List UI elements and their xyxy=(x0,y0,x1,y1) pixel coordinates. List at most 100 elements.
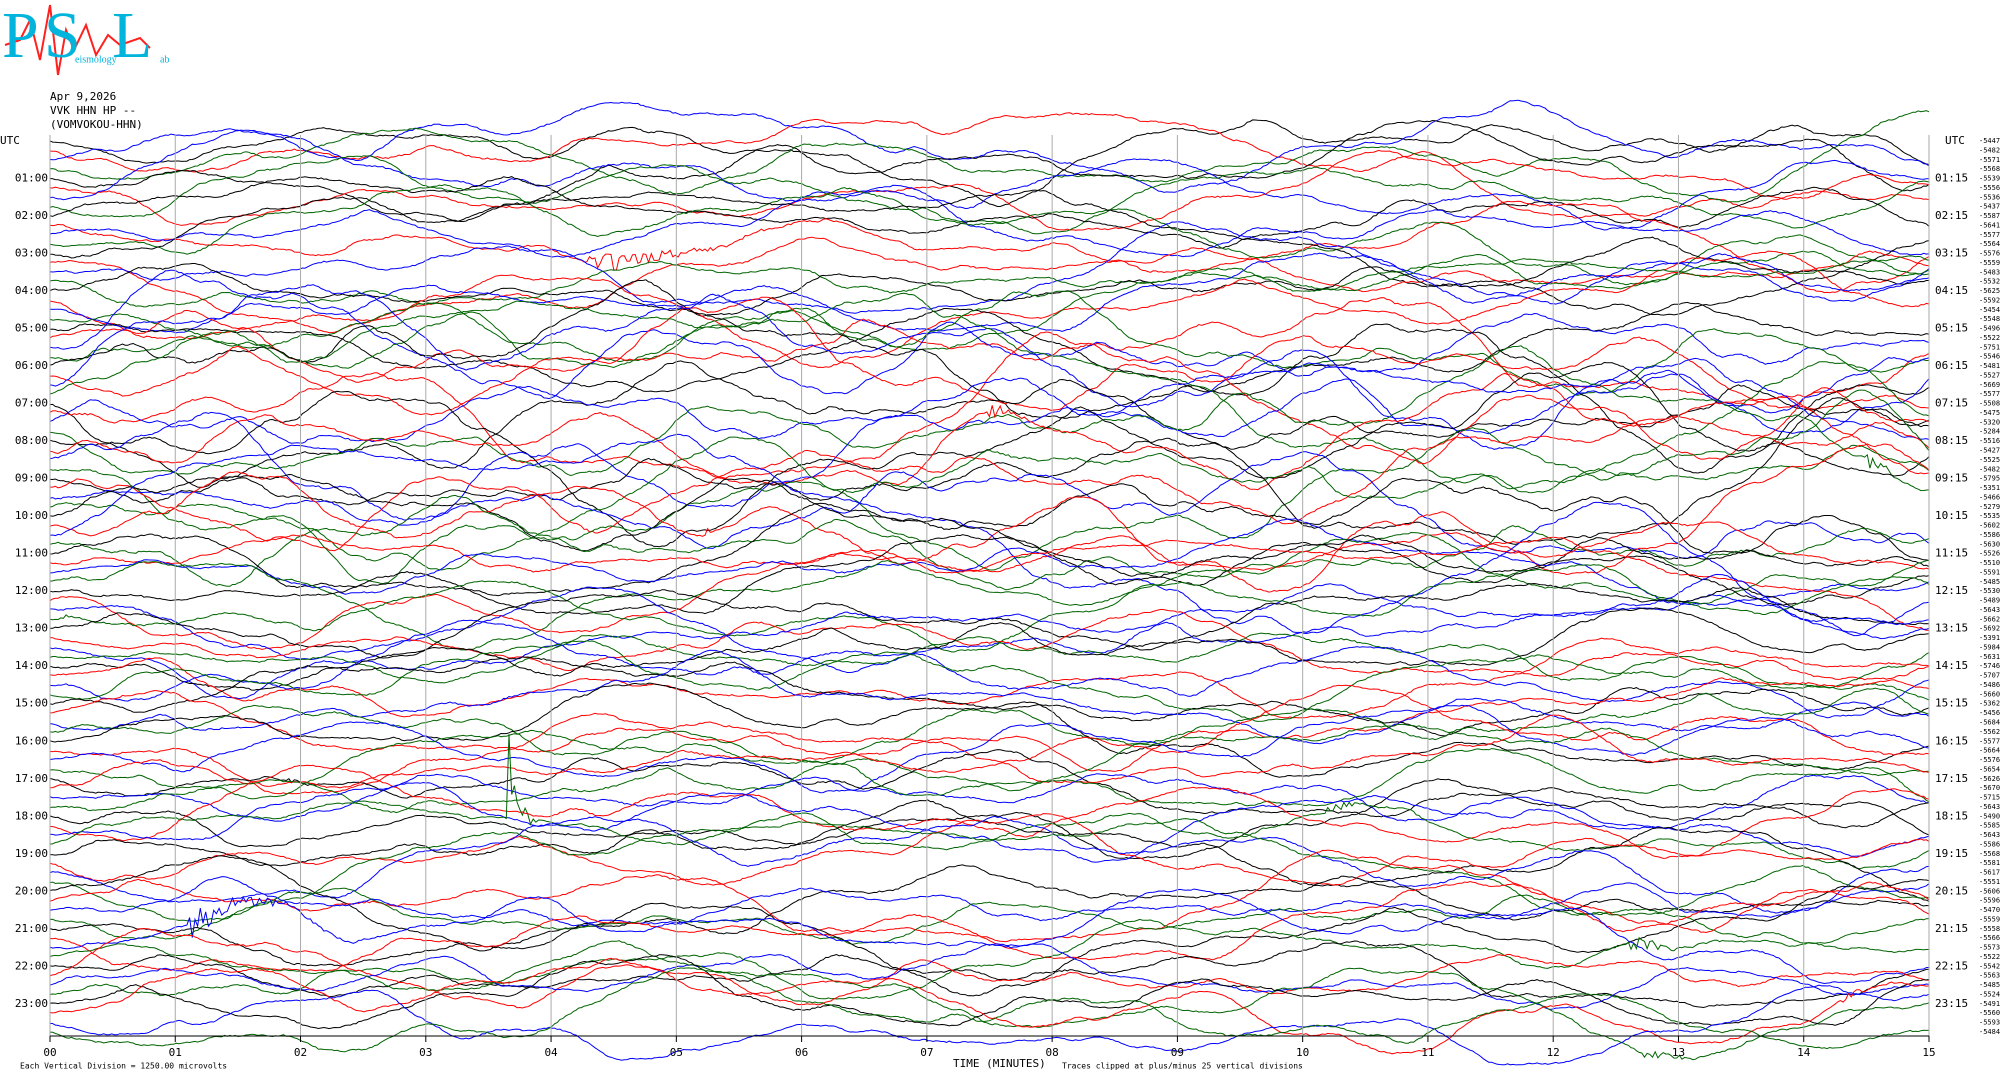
trace xyxy=(49,640,1930,722)
trace xyxy=(49,389,1930,585)
hour-label: 18:15 xyxy=(1935,809,1968,822)
trace xyxy=(49,813,1930,886)
hour-label: 10:15 xyxy=(1935,509,1968,522)
hour-label: 21:00 xyxy=(15,922,48,935)
trace-value: -5631 xyxy=(1979,653,2000,661)
x-tick-label: 14 xyxy=(1797,1046,1811,1059)
trace xyxy=(49,279,1930,474)
logo-letter: L xyxy=(112,0,152,72)
trace xyxy=(49,189,1930,316)
trace xyxy=(49,687,1930,764)
x-tick-label: 06 xyxy=(795,1046,808,1059)
hour-label: 17:00 xyxy=(15,772,48,785)
trace-value: -5490 xyxy=(1979,812,2000,820)
trace-value: -5573 xyxy=(1979,944,2000,952)
trace xyxy=(49,184,1930,286)
hour-label: 23:00 xyxy=(15,997,48,1010)
trace xyxy=(49,433,1930,637)
trace xyxy=(49,502,1930,597)
trace-value: -5466 xyxy=(1979,493,2000,501)
trace-value: -5532 xyxy=(1979,278,2000,286)
trace-value: -5362 xyxy=(1979,700,2000,708)
trace xyxy=(49,849,1930,943)
hour-label: 05:15 xyxy=(1935,322,1968,335)
trace xyxy=(49,250,1930,308)
trace-value: -5630 xyxy=(1979,540,2000,548)
hour-label: 11:15 xyxy=(1935,547,1968,560)
trace xyxy=(49,534,1930,615)
trace xyxy=(49,292,1930,494)
trace-value: -5542 xyxy=(1979,962,2000,970)
trace-value: -5559 xyxy=(1979,259,2000,267)
trace xyxy=(49,155,1930,235)
trace-value: -5456 xyxy=(1979,709,2000,717)
trace-value: -5524 xyxy=(1979,990,2000,998)
utc-label: UTC xyxy=(1945,134,1965,147)
trace xyxy=(49,764,1930,859)
trace xyxy=(49,714,1930,789)
x-tick-label: 12 xyxy=(1547,1046,1560,1059)
hour-label: 05:00 xyxy=(15,322,48,335)
trace-value: -5522 xyxy=(1979,334,2000,342)
hour-label: 12:00 xyxy=(15,584,48,597)
hour-label: 04:00 xyxy=(15,284,48,297)
hour-label: 04:15 xyxy=(1935,284,1968,297)
hour-label: 19:00 xyxy=(15,847,48,860)
hour-label: 19:15 xyxy=(1935,847,1968,860)
trace-value: -5284 xyxy=(1979,428,2000,436)
hour-label: 06:15 xyxy=(1935,359,1968,372)
hour-label: 02:00 xyxy=(15,209,48,222)
trace xyxy=(49,649,1930,745)
trace xyxy=(49,888,1930,985)
trace-value: -5437 xyxy=(1979,203,2000,211)
trace xyxy=(49,967,1930,1053)
hour-label: 03:00 xyxy=(15,247,48,260)
x-tick-label: 05 xyxy=(670,1046,683,1059)
trace xyxy=(49,880,1930,972)
clip-note: Traces clipped at plus/minus 25 vertical… xyxy=(1062,1062,1303,1071)
hour-label: 09:00 xyxy=(15,472,48,485)
x-tick-label: 13 xyxy=(1672,1046,1685,1059)
trace-value: -5454 xyxy=(1979,306,2000,314)
trace-value: -5548 xyxy=(1979,315,2000,323)
trace-value: -5664 xyxy=(1979,747,2000,755)
trace xyxy=(49,221,1930,314)
trace xyxy=(49,918,1930,1000)
hour-label: 14:00 xyxy=(15,659,48,672)
hour-label: 23:15 xyxy=(1935,997,1968,1010)
hour-label: 06:00 xyxy=(15,359,48,372)
trace xyxy=(49,619,1930,719)
logo xyxy=(4,4,151,76)
trace xyxy=(49,723,1930,800)
trace xyxy=(49,748,1930,814)
trace xyxy=(49,818,1930,945)
trace-value: -5795 xyxy=(1979,475,2000,483)
trace-value: -5535 xyxy=(1979,512,2000,520)
trace-value: -5527 xyxy=(1979,371,2000,379)
trace xyxy=(49,943,1930,1011)
trace-value: -5522 xyxy=(1979,953,2000,961)
trace xyxy=(49,345,1930,492)
trace xyxy=(49,252,1930,334)
trace-value: -5564 xyxy=(1979,240,2000,248)
trace xyxy=(49,176,1930,249)
trace-value: -5391 xyxy=(1979,634,2000,642)
trace xyxy=(49,119,1930,222)
trace-value: -5482 xyxy=(1979,465,2000,473)
trace-value: -5447 xyxy=(1979,137,2000,145)
trace xyxy=(49,876,1930,927)
trace xyxy=(49,255,1930,363)
trace-value: -5596 xyxy=(1979,897,2000,905)
trace xyxy=(49,940,1930,1009)
trace xyxy=(49,927,1930,1009)
trace-value: -5692 xyxy=(1979,625,2000,633)
trace xyxy=(49,957,1930,1055)
hour-label: 18:00 xyxy=(15,809,48,822)
hour-label: 22:00 xyxy=(15,959,48,972)
trace-value: -5746 xyxy=(1979,662,2000,670)
trace xyxy=(49,954,1930,1030)
trace xyxy=(49,521,1930,573)
x-tick-label: 10 xyxy=(1296,1046,1309,1059)
hour-label: 01:15 xyxy=(1935,172,1968,185)
